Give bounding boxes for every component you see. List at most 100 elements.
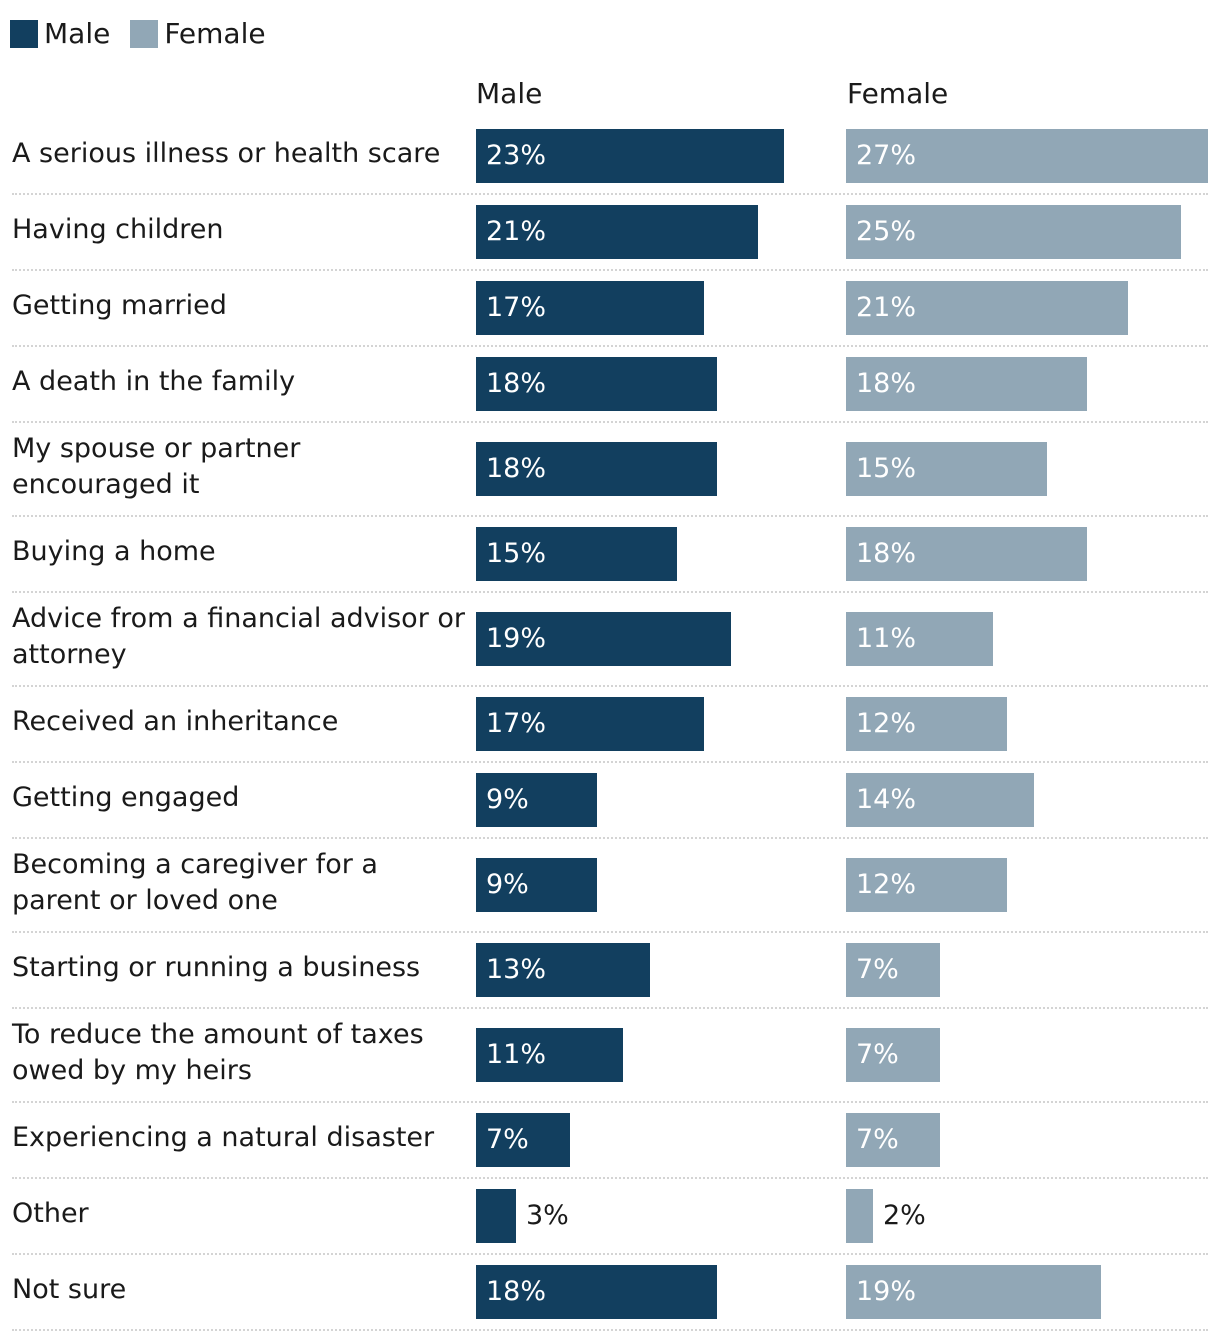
value-label-female: 7%	[856, 1039, 899, 1070]
bar-male	[476, 773, 597, 827]
bar-female	[846, 357, 1087, 411]
value-label-male: 21%	[486, 216, 547, 247]
row-divider	[12, 591, 1208, 593]
row-divider	[12, 421, 1208, 423]
category-label: Having children	[12, 214, 224, 245]
category-label: Buying a home	[12, 536, 216, 567]
value-label-female: 19%	[856, 1276, 917, 1307]
category-label: Experiencing a natural disaster	[12, 1122, 435, 1153]
chart-row: My spouse or partner encouraged it 18% 15%	[0, 424, 1220, 518]
category-label: Not sure	[12, 1274, 127, 1305]
category-label: Becoming a caregiver for a parent or lov…	[12, 849, 378, 916]
chart-row: Advice from a financial advisor or attor…	[0, 594, 1220, 688]
bar-female	[846, 612, 993, 666]
value-label-male: 18%	[486, 453, 547, 484]
chart-row: Other 3% 2%	[0, 1180, 1220, 1256]
bar-male	[476, 612, 731, 666]
value-label-female: 12%	[856, 869, 917, 900]
value-label-female: 12%	[856, 708, 917, 739]
bar-male	[476, 697, 704, 751]
bar-male	[476, 205, 758, 259]
legend-swatch	[10, 20, 38, 48]
bar-female	[846, 205, 1181, 259]
bar-male	[476, 281, 704, 335]
category-label: Getting married	[12, 290, 227, 321]
male-column-header: Male	[476, 77, 543, 110]
chart-row: To reduce the amount of taxes owed by my…	[0, 1010, 1220, 1104]
value-label-male: 11%	[486, 1039, 547, 1070]
category-label: Received an inheritance	[12, 706, 339, 737]
value-label-female: 15%	[856, 453, 917, 484]
value-label-male: 19%	[486, 623, 547, 654]
value-label-female: 21%	[856, 292, 917, 323]
bar-male	[476, 1189, 516, 1243]
chart-row: Buying a home 15% 18%	[0, 518, 1220, 594]
bar-female	[846, 858, 1007, 912]
value-label-female: 11%	[856, 623, 917, 654]
female-column-header: Female	[847, 77, 949, 110]
value-label-male: 15%	[486, 538, 547, 569]
bar-female	[846, 1113, 940, 1167]
value-label-female: 18%	[856, 368, 917, 399]
bar-male	[476, 943, 650, 997]
value-label-female: 14%	[856, 784, 917, 815]
value-label-male: 18%	[486, 368, 547, 399]
category-label: Advice from a financial advisor or attor…	[12, 603, 466, 670]
category-label: A serious illness or health scare	[12, 138, 441, 169]
chart-row: Not sure 18% 19%	[0, 1256, 1220, 1332]
row-divider	[12, 193, 1208, 195]
value-label-male: 17%	[486, 708, 547, 739]
value-label-female: 27%	[856, 140, 917, 171]
chart-row: Getting married 17% 21%	[0, 272, 1220, 348]
row-divider	[12, 761, 1208, 763]
legend-item-female: Female	[130, 16, 266, 52]
value-label-male: 9%	[486, 784, 529, 815]
row-divider	[12, 685, 1208, 687]
row-divider	[12, 1101, 1208, 1103]
chart-row: Starting or running a business 13% 7%	[0, 934, 1220, 1010]
chart-row: A serious illness or health scare 23% 27%	[0, 120, 1220, 196]
row-divider	[12, 515, 1208, 517]
bar-female	[846, 527, 1087, 581]
row-divider	[12, 1177, 1208, 1179]
value-label-male: 7%	[486, 1124, 529, 1155]
bar-male	[476, 1113, 570, 1167]
bar-male	[476, 1265, 717, 1319]
row-divider	[12, 1253, 1208, 1255]
category-label: Other	[12, 1198, 89, 1229]
value-label-male: 18%	[486, 1276, 547, 1307]
legend-label: Female	[164, 17, 266, 50]
value-label-female: 7%	[856, 1124, 899, 1155]
bar-male	[476, 357, 717, 411]
bar-female	[846, 1028, 940, 1082]
value-label-male: 23%	[486, 140, 547, 171]
row-divider	[12, 345, 1208, 347]
bar-female	[846, 943, 940, 997]
category-label: A death in the family	[12, 366, 296, 397]
category-label: My spouse or partner encouraged it	[12, 433, 301, 500]
chart-row: Received an inheritance 17% 12%	[0, 688, 1220, 764]
bar-female	[846, 773, 1034, 827]
bar-female	[846, 697, 1007, 751]
legend-label: Male	[44, 17, 111, 50]
row-divider	[12, 931, 1208, 933]
bar-male	[476, 858, 597, 912]
legend-swatch	[130, 20, 159, 48]
value-label-male: 17%	[486, 292, 547, 323]
bar-male	[476, 442, 717, 496]
bar-female	[846, 129, 1208, 183]
value-label-male: 9%	[486, 869, 529, 900]
value-label-female: 25%	[856, 216, 917, 247]
legend: Male Female	[10, 14, 286, 54]
value-label-male: 13%	[486, 954, 547, 985]
bar-female	[846, 442, 1047, 496]
chart-row: A death in the family 18% 18%	[0, 348, 1220, 424]
bar-male	[476, 527, 677, 581]
category-label: To reduce the amount of taxes owed by my…	[12, 1019, 424, 1086]
category-label: Starting or running a business	[12, 952, 421, 983]
value-label-female: 2%	[883, 1200, 926, 1231]
value-label-male: 3%	[526, 1200, 569, 1231]
chart-row: Becoming a caregiver for a parent or lov…	[0, 840, 1220, 934]
chart-row: Having children 21% 25%	[0, 196, 1220, 272]
row-divider	[12, 1329, 1208, 1331]
